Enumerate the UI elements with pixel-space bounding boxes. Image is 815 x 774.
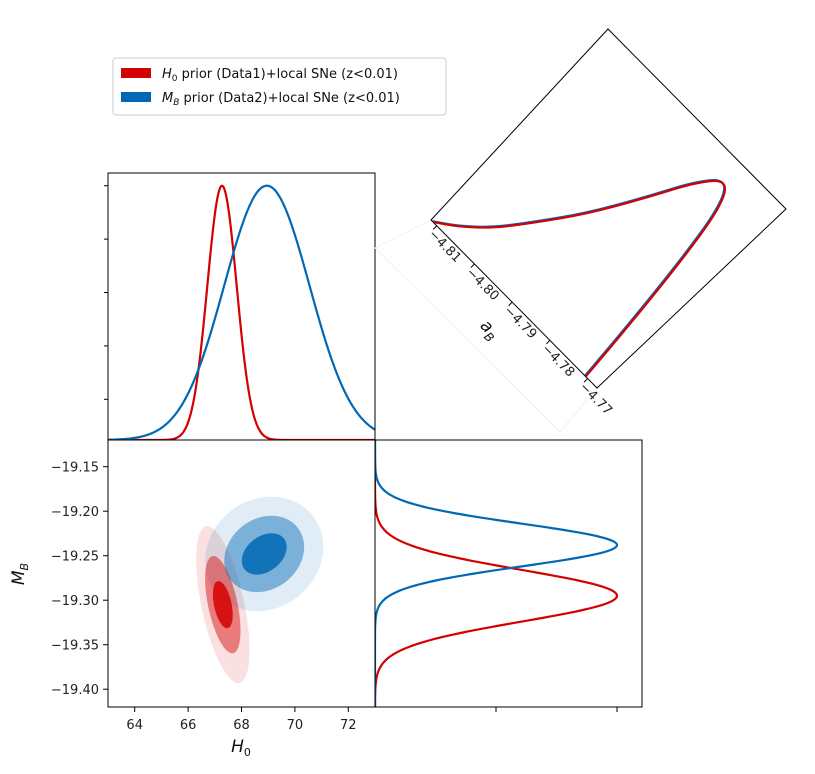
mb-tick-label: −19.35 (51, 639, 99, 654)
mb-marginal-panel (374, 439, 643, 712)
legend: H0 prior (Data1)+local SNe (z<0.01) MB p… (112, 57, 447, 116)
mb-tick-label: −19.15 (51, 461, 99, 476)
legend-label-blue: MB prior (Data2)+local SNe (z<0.01) (162, 91, 400, 108)
h0-marginal-frame (107, 172, 376, 441)
h0-marginal-panel (104, 172, 376, 441)
h0-tick-label: 64 (126, 718, 143, 733)
h0-tick-label: 68 (233, 718, 250, 733)
h0-tick-label: 72 (340, 718, 357, 733)
mb-marginal-ticks (495, 707, 618, 712)
mb-tick-label: −19.40 (51, 683, 99, 698)
mb-axis-label: MB (9, 563, 31, 585)
ab-tick-mark (470, 263, 475, 268)
mb-marginal-line-red (375, 440, 619, 707)
ab-tick-label: −4.78 (538, 342, 577, 381)
h0-tick-label: 66 (180, 718, 197, 733)
ab-marginal-curves (431, 179, 727, 378)
legend-label-red: H0 prior (Data1)+local SNe (z<0.01) (162, 67, 398, 84)
h0-tick-label: 70 (287, 718, 304, 733)
legend-swatch-blue (121, 92, 151, 102)
h0-marginal-line-red (108, 184, 375, 440)
h0-axis-label: H0 (231, 737, 251, 759)
ab-axis-label: aB (474, 316, 503, 345)
contour-blue-1sigma (241, 533, 287, 575)
ab-tick-mark (583, 378, 588, 383)
contour-red-1sigma (212, 581, 233, 629)
ab-marginal-line-red (432, 179, 727, 378)
mb-marginal-line-blue (375, 440, 619, 707)
mb-tick-label: −19.20 (51, 505, 99, 520)
contour-fills (196, 496, 324, 684)
ab-axis-ticks: −4.81−4.80−4.79−4.78−4.77 (425, 225, 615, 419)
ab-tick-label: −4.79 (501, 303, 540, 342)
ab-tick-mark (508, 301, 513, 307)
legend-swatch-red (121, 68, 151, 78)
ab-tick-label: −4.80 (463, 265, 502, 304)
ab-tick-label: −4.81 (425, 227, 464, 266)
ab-tick-label: −4.77 (576, 380, 615, 419)
ab-tick-mark (546, 339, 551, 345)
mb-axis-ticks: −19.15 −19.20 −19.25 −19.30 −19.35 −19.40 (51, 461, 108, 698)
legend-frame (112, 57, 447, 116)
ab-marginal-frame (430, 28, 787, 389)
mb-marginal-frame (374, 439, 643, 708)
mb-marginal-curves (375, 440, 619, 707)
h0-mb-contour-panel: 64 66 68 70 72 −19.15 −19.20 −19.25 −19.30 −19.3… (9, 439, 376, 759)
ab-tick-mark (432, 225, 438, 230)
mb-tick-label: −19.25 (51, 550, 99, 565)
h0-marginal-line-blue (108, 184, 375, 440)
h0-marginal-yticks (104, 185, 108, 400)
mb-tick-label: −19.30 (51, 594, 99, 609)
h0-marginal-curves (108, 184, 375, 440)
h0-axis-ticks: 64 66 68 70 72 (126, 707, 357, 733)
